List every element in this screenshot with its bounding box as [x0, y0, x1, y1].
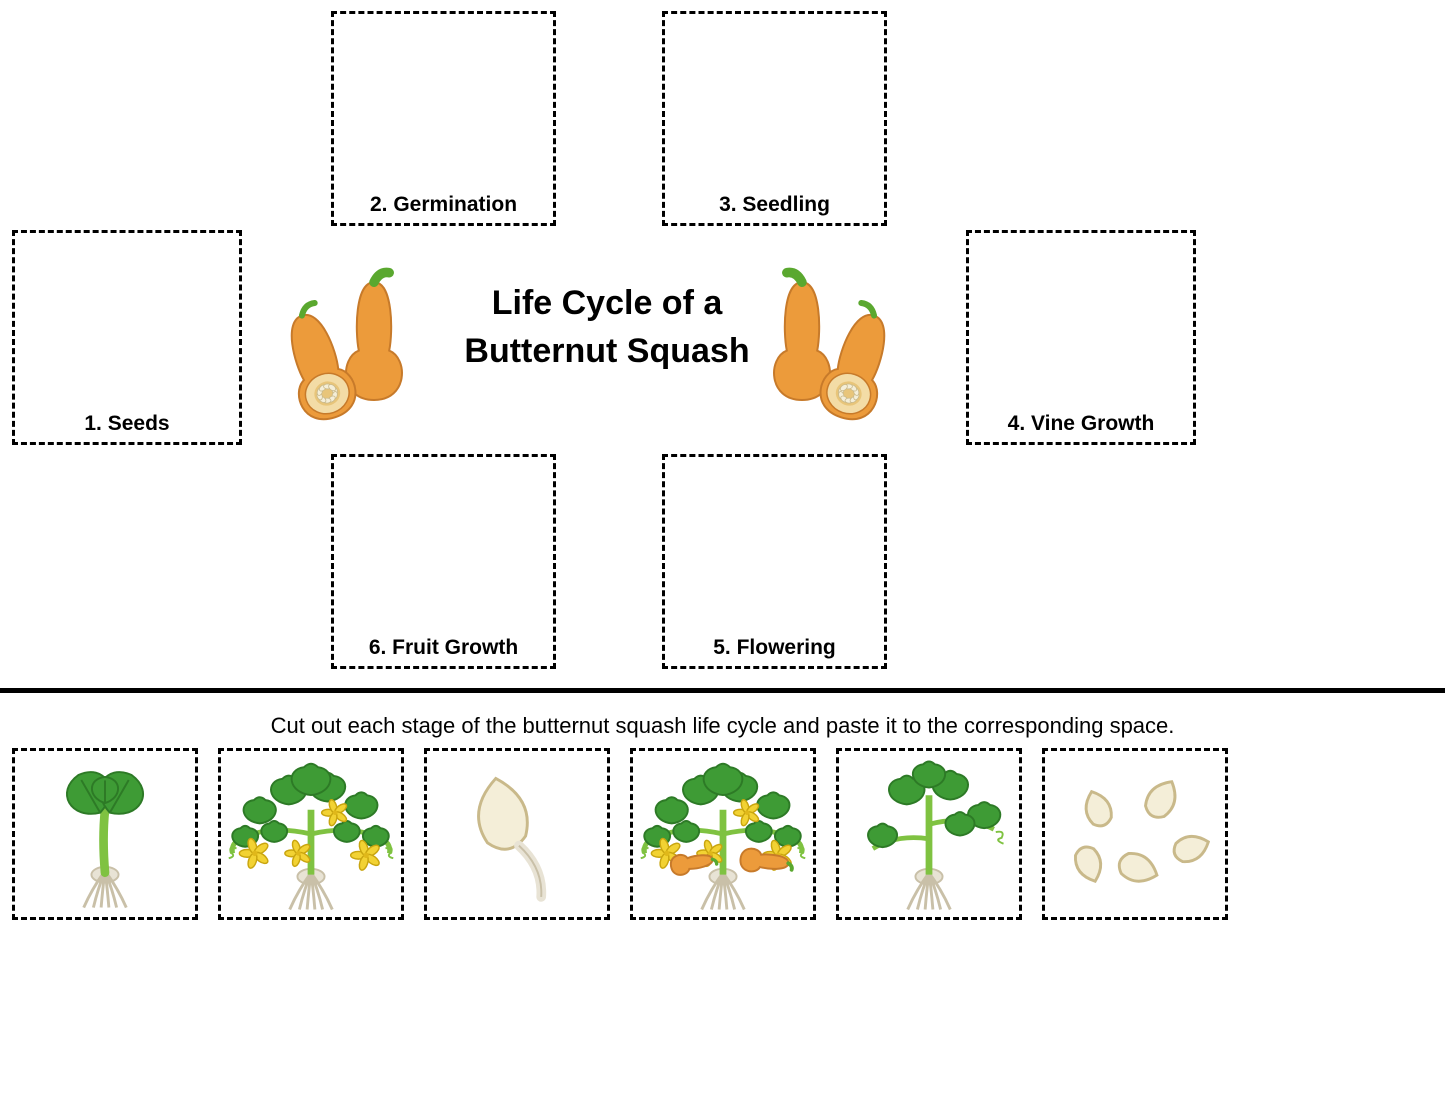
- cutout-seedling: [12, 748, 198, 920]
- stage-label: 1. Seeds: [84, 412, 169, 436]
- cutout-seeds: [1042, 748, 1228, 920]
- stage-box-seedling: 3. Seedling: [662, 11, 887, 226]
- cutout-fruit-growth: [630, 748, 816, 920]
- title-line-2: Butternut Squash: [442, 328, 772, 376]
- cutout-vine-growth: [836, 748, 1022, 920]
- stage-box-fruit-growth: 6. Fruit Growth: [331, 454, 556, 669]
- stage-box-flowering: 5. Flowering: [662, 454, 887, 669]
- worksheet-title: Life Cycle of a Butternut Squash: [442, 280, 772, 375]
- stage-label: 3. Seedling: [719, 193, 830, 217]
- cutout-germination: [424, 748, 610, 920]
- stage-box-germination: 2. Germination: [331, 11, 556, 226]
- instruction-text: Cut out each stage of the butternut squa…: [0, 713, 1445, 739]
- stage-label: 6. Fruit Growth: [369, 636, 518, 660]
- stage-label: 4. Vine Growth: [1008, 412, 1155, 436]
- cutout-row: [12, 748, 1228, 920]
- stage-box-seeds: 1. Seeds: [12, 230, 242, 445]
- cutout-flowering: [218, 748, 404, 920]
- stage-label: 2. Germination: [370, 193, 517, 217]
- section-divider: [0, 688, 1445, 693]
- title-line-1: Life Cycle of a: [442, 280, 772, 328]
- stage-label: 5. Flowering: [713, 636, 836, 660]
- stage-box-vine-growth: 4. Vine Growth: [966, 230, 1196, 445]
- squash-illustration-left: [266, 255, 426, 425]
- squash-illustration-right: [750, 255, 910, 425]
